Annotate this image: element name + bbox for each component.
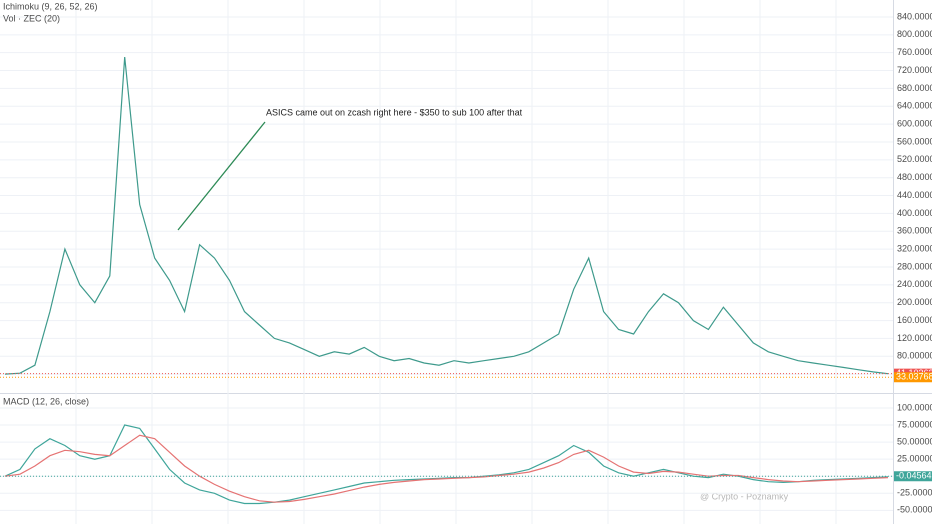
series-line — [4, 424, 889, 505]
price-tag-label: 33.037682 — [896, 372, 932, 382]
y-tick-label: 200.000000 — [897, 297, 932, 307]
y-tick-label: 800.000000 — [897, 29, 932, 39]
annotation: ASICS came out on zcash right here - $35… — [266, 107, 523, 117]
y-tick-label: 120.000000 — [897, 333, 932, 343]
price-tag — [894, 471, 932, 482]
y-tick-label: 640.000000 — [897, 101, 932, 111]
annotation-arrow — [177, 121, 266, 231]
y-tick-label: 240.000000 — [897, 279, 932, 289]
y-tick-label: 600.000000 — [897, 118, 932, 128]
y-tick-label: 75.000000 — [897, 419, 932, 429]
y-tick-label: 840.000000 — [897, 11, 932, 21]
y-tick-label: 100.000000 — [897, 402, 932, 412]
y-tick-label: 680.000000 — [897, 83, 932, 93]
y-tick-label: -50.000000 — [897, 505, 932, 515]
y-tick-label: -25.000000 — [897, 488, 932, 498]
y-tick-label: 320.000000 — [897, 244, 932, 254]
watermark: @ Crypto - Poznamky — [700, 491, 789, 501]
y-tick-label: 25.000000 — [897, 454, 932, 464]
y-tick-label: 280.000000 — [897, 261, 932, 271]
series-line — [4, 434, 889, 503]
y-tick-label: 160.000000 — [897, 315, 932, 325]
series-line — [4, 57, 889, 375]
y-tick-label: 360.000000 — [897, 226, 932, 236]
legend-text: MACD (12, 26, close) — [3, 396, 89, 406]
y-tick-label: 760.000000 — [897, 47, 932, 57]
legend-text: Ichimoku (9, 26, 52, 26) — [3, 1, 98, 11]
y-tick-label: 400.000000 — [897, 208, 932, 218]
y-tick-label: 50.000000 — [897, 436, 932, 446]
y-tick-label: 720.000000 — [897, 65, 932, 75]
price-tag — [894, 372, 932, 383]
y-tick-label: 80.000000 — [897, 351, 932, 361]
legend-text: Vol · ZEC (20) — [3, 13, 60, 23]
price-tag-label: -0.045649 — [896, 471, 932, 481]
y-tick-label: 440.000000 — [897, 190, 932, 200]
y-tick-label: 520.000000 — [897, 154, 932, 164]
y-tick-label: 560.000000 — [897, 136, 932, 146]
y-tick-label: 480.000000 — [897, 172, 932, 182]
